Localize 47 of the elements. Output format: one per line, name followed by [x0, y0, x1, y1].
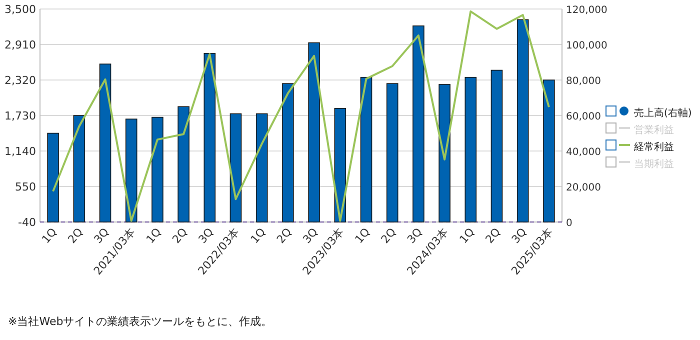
bar — [178, 106, 190, 222]
bar — [516, 19, 529, 222]
bar — [543, 80, 555, 222]
y-tick-label: 1,140 — [4, 145, 36, 158]
x-tick-label: 2Q — [65, 225, 86, 246]
y-tick-label: -40 — [18, 216, 36, 229]
bar — [464, 76, 477, 222]
bar — [125, 118, 138, 222]
x-tick-label: 2Q — [170, 225, 190, 246]
bar — [99, 64, 112, 222]
bar — [204, 52, 216, 222]
text: ※当社Webサイトの業績表示ツールをもとに、作成。 — [8, 315, 272, 328]
y2-tick-label: 120,000 — [566, 5, 608, 16]
x-tick-label: 2Q — [483, 225, 504, 246]
bar — [282, 83, 294, 222]
bar — [386, 83, 398, 222]
bar — [73, 115, 86, 222]
x-tick-label: 1Q — [39, 225, 60, 246]
y-tick-label: 550 — [15, 180, 36, 194]
y-tick-label: 2,320 — [4, 74, 36, 87]
legend-label: 売上高(右軸) — [634, 107, 692, 119]
bar — [47, 132, 59, 222]
bar — [152, 116, 164, 222]
x-tick-label: 2Q — [274, 225, 294, 246]
x-tick-label: 2Q — [378, 225, 399, 246]
bar — [308, 42, 320, 222]
y2-tick-label: 20,000 — [566, 182, 601, 194]
bar — [438, 84, 450, 222]
line-series — [52, 10, 550, 222]
bar — [490, 70, 503, 222]
y-tick-label: 3,500 — [4, 3, 36, 16]
bar — [360, 76, 372, 222]
x-tick-label: 1Q — [248, 225, 268, 246]
y2-tick-label: 40,000 — [566, 147, 601, 158]
bar — [256, 113, 268, 222]
y-tick-label: 2,910 — [4, 38, 36, 52]
x-tick-label: 1Q — [144, 225, 164, 246]
y2-tick-label: 100,000 — [566, 40, 608, 52]
legend-label: 経常利益 — [633, 141, 674, 153]
y2-tick-label: 80,000 — [566, 76, 601, 87]
y2-tick-label: 0 — [566, 218, 572, 229]
x-tick-label: 1Q — [352, 225, 373, 246]
y-tick-label: 1,730 — [4, 110, 36, 122]
bar — [412, 25, 424, 222]
y2-tick-label: 60,000 — [566, 112, 601, 122]
x-tick-label: 1Q — [456, 225, 478, 246]
bar — [230, 113, 242, 222]
